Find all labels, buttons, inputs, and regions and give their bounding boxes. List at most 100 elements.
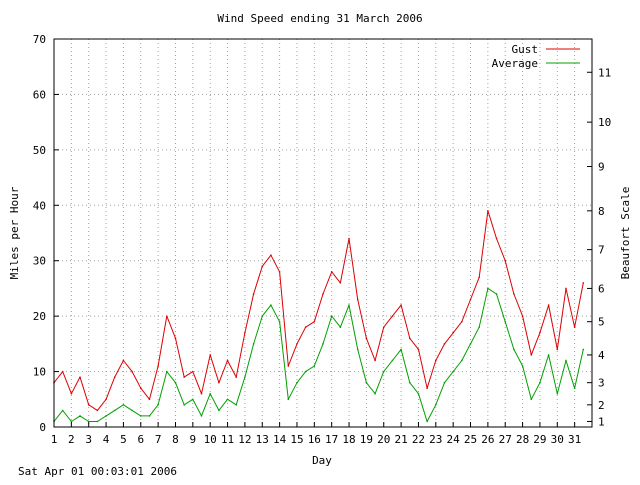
series-line-gust	[53, 210, 584, 411]
data-point-average	[408, 381, 411, 384]
y-tick-label: 50	[33, 144, 46, 157]
x-tick-label: 20	[377, 433, 390, 446]
data-point-gust	[556, 348, 559, 351]
data-point-gust	[287, 365, 290, 367]
x-tick-label: 31	[568, 433, 581, 446]
data-point-gust	[426, 387, 428, 390]
beaufort-tick-label: 3	[598, 377, 605, 390]
data-point-gust	[139, 387, 142, 390]
data-point-gust	[192, 370, 194, 373]
x-tick-label: 29	[533, 433, 546, 446]
data-point-average	[192, 398, 194, 401]
beaufort-tick-label: 5	[598, 316, 605, 329]
right-y-axis: 1 2 3 4 5 6 7 8 9 10 11	[587, 66, 611, 428]
data-point-gust	[113, 376, 116, 378]
data-point-gust	[521, 315, 524, 317]
data-point-average	[70, 420, 73, 423]
data-point-gust	[278, 271, 281, 273]
data-point-average	[556, 392, 559, 395]
data-point-gust	[61, 370, 64, 373]
data-point-gust	[495, 237, 498, 240]
data-point-average	[287, 398, 290, 401]
data-point-gust	[131, 370, 133, 373]
data-point-gust	[218, 381, 220, 384]
x-tick-label: 19	[360, 433, 373, 446]
data-point-gust	[226, 359, 229, 362]
data-point-average	[539, 381, 541, 384]
data-point-average	[417, 392, 420, 395]
data-point-average	[139, 415, 142, 417]
data-point-gust	[157, 365, 159, 367]
data-point-gust	[565, 287, 567, 290]
beaufort-tick-label: 4	[598, 349, 605, 362]
y-tick-label: 40	[33, 199, 46, 212]
data-point-average	[348, 304, 350, 306]
data-point-gust	[478, 276, 480, 279]
x-tick-label: 15	[290, 433, 303, 446]
x-tick-label: 12	[238, 433, 251, 446]
y-axis-label: Miles per Hour	[8, 186, 21, 279]
data-point-gust	[209, 354, 211, 356]
data-point-gust	[582, 282, 585, 284]
beaufort-tick-label: 2	[598, 399, 605, 412]
data-point-average	[504, 320, 507, 323]
data-point-average	[530, 398, 533, 401]
data-point-average	[131, 409, 133, 412]
data-point-gust	[261, 265, 264, 268]
data-point-gust	[435, 359, 437, 362]
data-point-average	[339, 326, 342, 329]
data-point-gust	[252, 293, 255, 295]
plot-frame	[53, 38, 593, 428]
data-point-gust	[70, 392, 73, 395]
x-tick-label: 27	[499, 433, 512, 446]
data-point-gust	[79, 376, 81, 378]
x-tick-label: 3	[85, 433, 92, 446]
x-tick-label: 21	[394, 433, 407, 446]
legend-label: Average	[492, 57, 538, 70]
series-line-average	[53, 287, 584, 422]
data-point-gust	[313, 320, 316, 323]
data-point-gust	[573, 326, 576, 329]
data-point-gust	[487, 210, 489, 212]
data-point-average	[513, 348, 515, 351]
data-point-average	[105, 415, 107, 417]
data-point-average	[79, 415, 81, 417]
x-tick-label: 17	[325, 433, 338, 446]
y-tick-label: 70	[33, 33, 46, 46]
x-tick-label: 30	[551, 433, 564, 446]
data-point-gust	[504, 259, 507, 262]
x-tick-label: 13	[256, 433, 269, 446]
x-tick-label: 4	[103, 433, 110, 446]
data-point-gust	[322, 293, 324, 295]
data-point-average	[582, 348, 585, 351]
data-point-average	[209, 392, 211, 395]
data-point-average	[122, 404, 125, 406]
y-tick-label: 60	[33, 88, 46, 101]
x-tick-label: 7	[155, 433, 162, 446]
data-point-average	[261, 315, 264, 317]
data-point-average	[547, 354, 550, 356]
data-point-average	[330, 315, 333, 317]
x-tick-label: 28	[516, 433, 529, 446]
data-point-gust	[461, 320, 463, 323]
data-point-gust	[122, 359, 125, 362]
data-point-gust	[391, 315, 394, 317]
beaufort-tick-label: 9	[598, 160, 605, 173]
beaufort-tick-label: 1	[598, 415, 605, 428]
data-point-average	[382, 370, 385, 373]
data-point-gust	[469, 298, 472, 301]
data-point-average	[87, 420, 90, 423]
x-tick-label: 10	[204, 433, 217, 446]
data-point-gust	[348, 237, 350, 240]
x-tick-label: 18	[342, 433, 355, 446]
x-tick-label: 6	[137, 433, 144, 446]
grid-lines	[54, 39, 592, 427]
data-point-gust	[356, 298, 359, 301]
x-tick-label: 16	[308, 433, 321, 446]
x-axis: 1 2 3 4 5 6 7 8 9 10 11 12 13 14 15 16 17 18 19 20 21 22 23 24 2…	[51, 422, 581, 446]
data-point-average	[426, 420, 428, 423]
data-point-average	[296, 381, 298, 384]
data-point-average	[226, 398, 229, 401]
